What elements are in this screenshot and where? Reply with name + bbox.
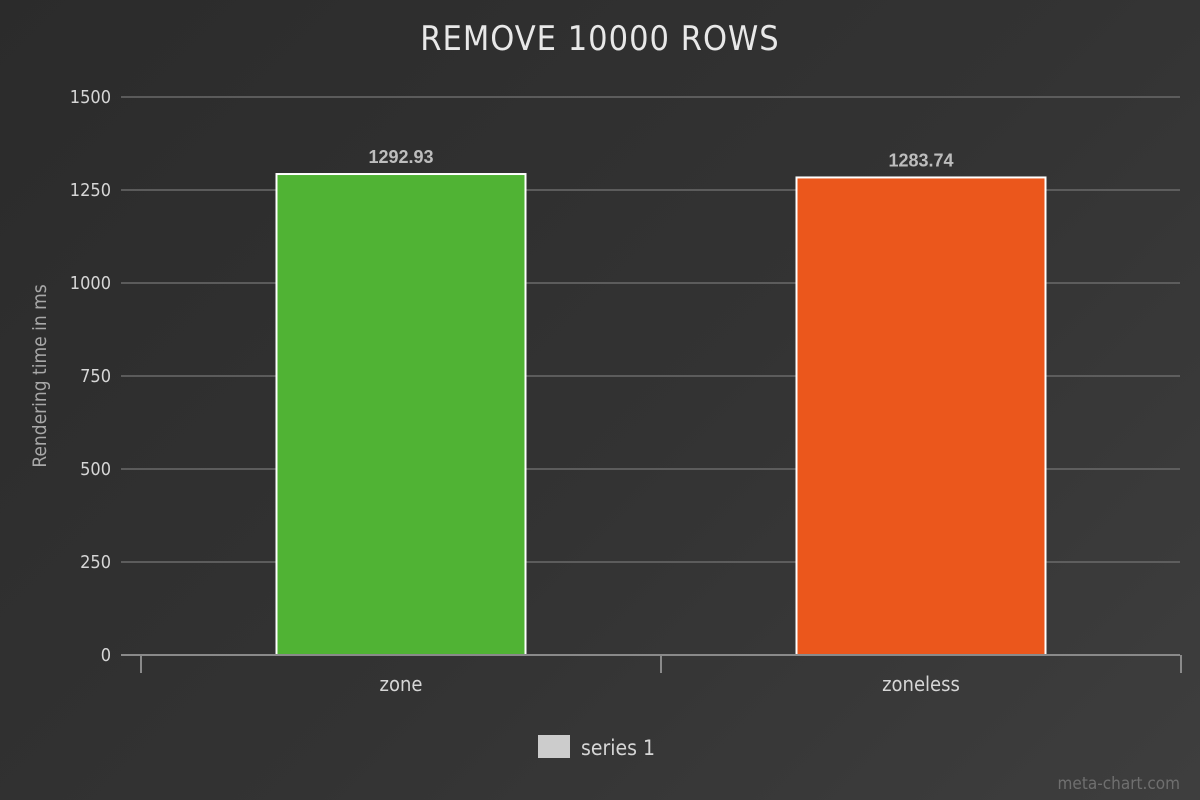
x-axis	[121, 654, 1182, 673]
legend-swatch	[538, 735, 570, 758]
bars	[275, 173, 1047, 657]
y-tick-label: 250	[80, 552, 111, 573]
y-tick-label: 1500	[70, 87, 111, 108]
data-label: 1283.74	[888, 150, 953, 170]
x-tick-label: zoneless	[882, 672, 960, 696]
data-label: 1292.93	[368, 147, 433, 167]
y-tick-label: 1250	[70, 180, 111, 201]
y-tick-label: 750	[80, 366, 111, 387]
data-labels: 1292.93 1283.74	[368, 147, 953, 170]
legend: series 1	[538, 735, 655, 760]
watermark: meta-chart.com	[1058, 774, 1180, 794]
legend-label: series 1	[581, 736, 655, 760]
y-tick-label: 1000	[70, 273, 111, 294]
y-tick-label: 0	[101, 645, 111, 666]
chart-title: REMOVE 10000 ROWS	[420, 19, 779, 59]
y-tick-label: 500	[80, 459, 111, 480]
bar-zone	[275, 173, 527, 657]
y-axis-label: Rendering time in ms	[29, 284, 51, 467]
x-tick-label: zone	[380, 672, 423, 696]
x-axis-categories: zone zoneless	[380, 672, 960, 696]
bar-zoneless	[795, 176, 1047, 656]
y-axis-ticks: 0 250 500 750 1000 1250 1500	[70, 87, 111, 666]
